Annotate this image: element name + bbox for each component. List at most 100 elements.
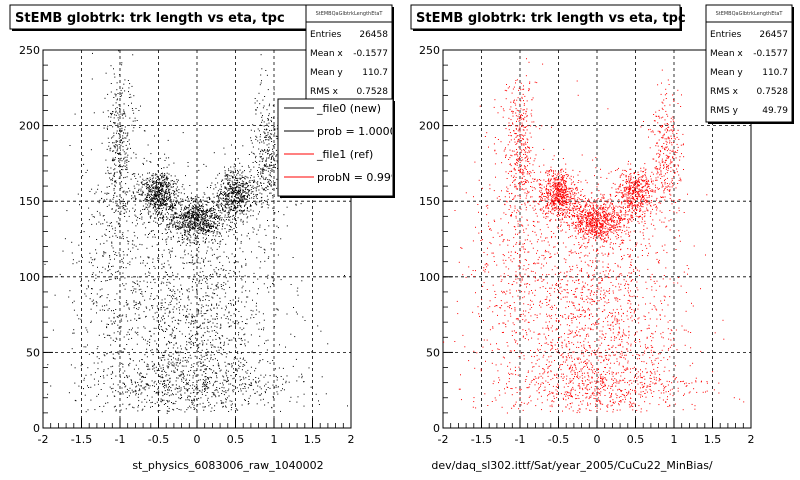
data-point xyxy=(180,216,182,218)
data-point xyxy=(162,266,164,268)
data-point xyxy=(219,275,221,277)
data-point xyxy=(117,384,119,386)
data-point xyxy=(189,354,191,356)
data-point xyxy=(201,215,203,217)
data-point xyxy=(162,368,164,370)
data-point xyxy=(267,381,269,383)
data-point xyxy=(236,370,238,372)
data-point xyxy=(126,344,128,345)
data-point xyxy=(221,228,223,230)
data-point xyxy=(192,334,194,336)
data-point xyxy=(122,149,124,151)
data-point xyxy=(203,217,205,219)
data-point xyxy=(186,243,188,244)
data-point xyxy=(217,286,219,288)
data-point xyxy=(148,271,150,273)
data-point xyxy=(168,383,169,385)
data-point xyxy=(103,251,105,253)
data-point xyxy=(218,269,220,271)
data-point xyxy=(136,308,137,310)
data-point xyxy=(146,365,148,367)
data-point xyxy=(202,315,204,317)
data-point xyxy=(164,298,166,300)
data-point xyxy=(126,135,128,137)
data-point xyxy=(215,331,217,333)
data-point xyxy=(199,299,201,301)
data-point xyxy=(264,96,266,97)
data-point xyxy=(154,364,155,366)
data-point xyxy=(228,229,230,231)
data-point xyxy=(163,202,164,204)
data-point xyxy=(145,186,147,188)
data-point xyxy=(218,172,220,174)
data-point xyxy=(178,385,180,387)
data-point xyxy=(217,364,219,366)
data-point xyxy=(187,397,188,399)
data-point xyxy=(243,213,245,215)
data-point xyxy=(180,217,182,219)
data-point xyxy=(142,262,144,264)
data-point xyxy=(159,328,160,330)
data-point xyxy=(182,309,184,311)
data-point xyxy=(164,193,166,195)
data-point xyxy=(230,188,232,190)
data-point xyxy=(149,187,151,189)
data-point xyxy=(199,324,201,326)
data-point xyxy=(228,179,230,181)
data-point xyxy=(229,199,231,201)
data-point xyxy=(199,325,201,327)
data-point xyxy=(199,227,201,229)
data-point xyxy=(184,306,186,308)
data-point xyxy=(231,180,233,182)
data-point xyxy=(189,241,191,243)
data-point xyxy=(219,232,221,234)
data-point xyxy=(176,225,178,227)
data-point xyxy=(146,206,148,208)
data-point xyxy=(171,202,173,204)
data-point xyxy=(232,193,234,195)
data-point xyxy=(220,192,221,194)
data-point xyxy=(165,209,167,211)
data-point xyxy=(250,192,252,194)
data-point xyxy=(212,224,214,226)
data-point xyxy=(186,197,188,198)
data-point xyxy=(262,170,264,172)
data-point xyxy=(120,210,122,212)
data-point xyxy=(163,249,165,251)
data-point xyxy=(269,149,270,151)
data-point xyxy=(265,129,267,131)
data-point xyxy=(164,205,166,207)
data-point xyxy=(176,216,177,218)
data-point xyxy=(163,200,165,202)
data-point xyxy=(241,291,243,293)
data-point xyxy=(208,368,210,370)
data-point xyxy=(231,209,233,211)
data-point xyxy=(115,94,117,96)
data-point xyxy=(130,329,132,331)
data-point xyxy=(203,327,205,329)
data-point xyxy=(167,191,169,193)
data-point xyxy=(257,174,259,175)
data-point xyxy=(171,205,173,207)
data-point xyxy=(207,219,209,221)
data-point xyxy=(96,302,98,304)
data-point xyxy=(228,175,230,177)
data-point xyxy=(318,404,320,405)
data-point xyxy=(220,352,222,354)
data-point xyxy=(171,204,173,206)
data-point xyxy=(148,188,150,190)
data-point xyxy=(184,232,186,234)
data-point xyxy=(199,298,201,299)
data-point xyxy=(266,150,268,152)
data-point xyxy=(127,203,128,205)
data-point xyxy=(114,227,116,229)
data-point xyxy=(202,237,204,239)
data-point xyxy=(120,174,122,176)
data-point xyxy=(171,335,173,337)
data-point xyxy=(268,180,270,182)
data-point xyxy=(149,198,151,200)
data-point xyxy=(130,157,132,159)
data-point xyxy=(153,201,155,203)
data-point xyxy=(117,98,118,100)
data-point xyxy=(157,200,159,202)
